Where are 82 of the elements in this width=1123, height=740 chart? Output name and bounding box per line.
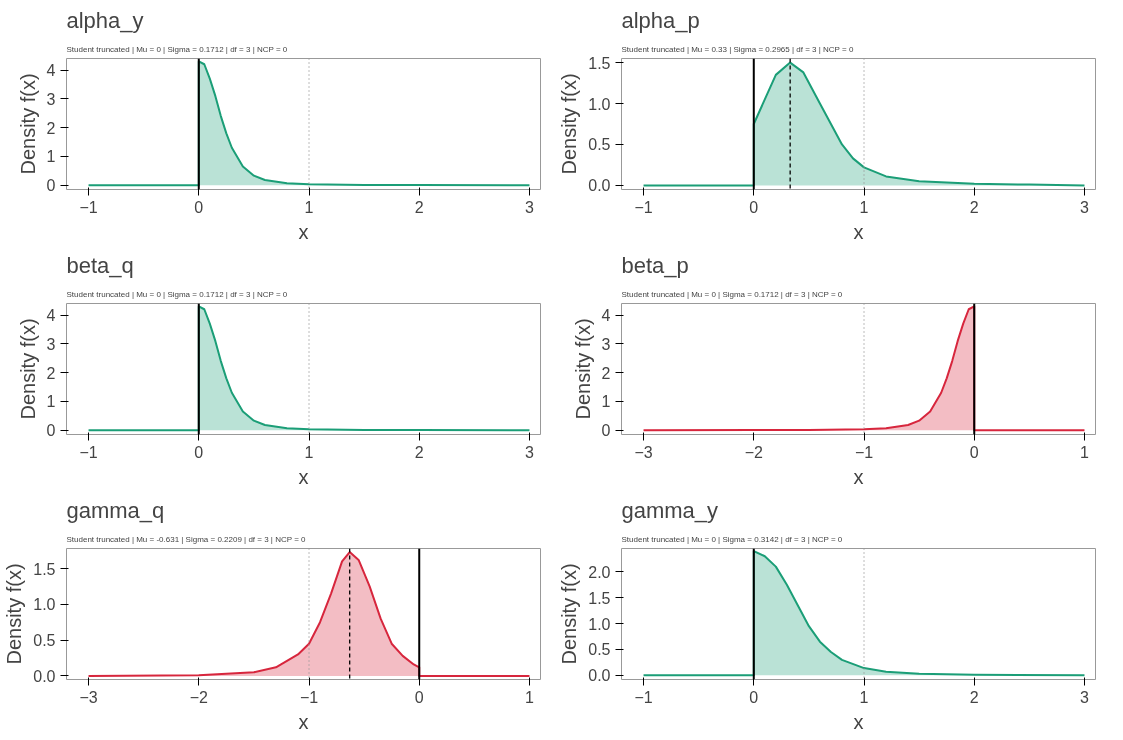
x-tick-label: 3	[525, 443, 535, 461]
y-tick-label: 2.0	[588, 563, 611, 581]
x-tick-label: 2	[969, 688, 979, 706]
y-tick-label: 1	[46, 393, 56, 411]
x-tick-label: −1	[79, 443, 98, 461]
x-tick-label: −1	[299, 688, 319, 706]
chart-title: gamma_y	[621, 497, 719, 523]
x-tick-label: −3	[79, 688, 98, 706]
chart-subtitle: Student truncated | Mu = 0.33 | Sigma = 0.2965 | df = 3 | NCP = 0	[621, 44, 854, 54]
y-tick-label: 1.0	[588, 95, 611, 113]
y-axis-title: Density f(x)	[558, 73, 581, 175]
x-tick-label: 0	[749, 198, 759, 216]
y-tick-label: 0	[46, 177, 56, 195]
x-tick-label: 0	[969, 443, 979, 461]
x-tick-label: 1	[1080, 443, 1090, 461]
y-axis-title: Density f(x)	[558, 563, 581, 665]
y-tick-label: 0.5	[33, 632, 56, 650]
chart-title: beta_q	[66, 252, 134, 278]
x-tick-label: 2	[414, 443, 424, 461]
y-tick-label: 1.5	[33, 560, 56, 578]
chart-title: alpha_y	[66, 7, 144, 33]
y-tick-label: 3	[601, 335, 611, 353]
y-tick-label: 3	[46, 90, 56, 108]
x-tick-label: −1	[634, 688, 653, 706]
y-axis-title: Density f(x)	[16, 73, 39, 175]
x-tick-label: −2	[189, 688, 208, 706]
x-axis-title: x	[298, 710, 309, 733]
x-axis-title: x	[853, 710, 864, 733]
chart-title: beta_p	[621, 252, 689, 278]
x-tick-label: 2	[969, 198, 979, 216]
y-tick-label: 0.0	[588, 667, 611, 685]
x-tick-label: −3	[634, 443, 653, 461]
x-tick-label: 1	[525, 688, 535, 706]
chart-subtitle: Student truncated | Mu = -0.631 | Sigma = 0.2209 | df = 3 | NCP = 0	[66, 534, 307, 544]
y-tick-label: 4	[601, 307, 611, 325]
y-tick-label: 1	[46, 148, 56, 166]
y-tick-label: 1.5	[588, 589, 611, 607]
x-axis-title: x	[853, 465, 864, 488]
x-axis-title: x	[298, 220, 309, 243]
x-tick-label: −1	[854, 443, 874, 461]
y-tick-label: 1.0	[33, 596, 56, 614]
x-tick-label: −1	[634, 198, 653, 216]
x-tick-label: 3	[525, 198, 535, 216]
chart-title: alpha_p	[621, 7, 700, 33]
y-axis-title: Density f(x)	[16, 318, 39, 420]
x-tick-label: 0	[194, 443, 204, 461]
x-axis-title: x	[853, 220, 864, 243]
x-tick-label: 1	[304, 198, 314, 216]
x-tick-label: 3	[1080, 688, 1090, 706]
chart-subtitle: Student truncated | Mu = 0 | Sigma = 0.1712 | df = 3 | NCP = 0	[66, 44, 288, 54]
y-tick-label: 1.0	[588, 615, 611, 633]
y-axis-title: Density f(x)	[3, 563, 26, 665]
y-axis-title: Density f(x)	[571, 318, 594, 420]
y-tick-label: 4	[46, 62, 56, 80]
x-tick-label: 1	[859, 688, 869, 706]
y-tick-label: 0.5	[588, 641, 611, 659]
y-tick-label: 0.0	[33, 667, 56, 685]
x-tick-label: 1	[304, 443, 314, 461]
chart-subtitle: Student truncated | Mu = 0 | Sigma = 0.3142 | df = 3 | NCP = 0	[621, 534, 843, 544]
y-tick-label: 1	[601, 393, 611, 411]
x-tick-label: −2	[744, 443, 763, 461]
x-tick-label: 0	[749, 688, 759, 706]
y-tick-label: 2	[46, 119, 56, 137]
y-tick-label: 2	[46, 364, 56, 382]
y-tick-label: 0	[601, 422, 611, 440]
y-tick-label: 3	[46, 335, 56, 353]
x-tick-label: −1	[79, 198, 98, 216]
y-tick-label: 0.5	[588, 136, 611, 154]
x-tick-label: 0	[414, 688, 424, 706]
chart-subtitle: Student truncated | Mu = 0 | Sigma = 0.1712 | df = 3 | NCP = 0	[66, 289, 288, 299]
chart-subtitle: Student truncated | Mu = 0 | Sigma = 0.1712 | df = 3 | NCP = 0	[621, 289, 843, 299]
chart-title: gamma_q	[66, 497, 165, 523]
y-tick-label: 0	[46, 422, 56, 440]
y-tick-label: 2	[601, 364, 611, 382]
x-axis-title: x	[298, 465, 309, 488]
y-tick-label: 0.0	[588, 177, 611, 195]
x-tick-label: 0	[194, 198, 204, 216]
x-tick-label: 1	[859, 198, 869, 216]
y-tick-label: 1.5	[588, 54, 611, 72]
x-tick-label: 2	[414, 198, 424, 216]
x-tick-label: 3	[1080, 198, 1090, 216]
y-tick-label: 4	[46, 307, 56, 325]
